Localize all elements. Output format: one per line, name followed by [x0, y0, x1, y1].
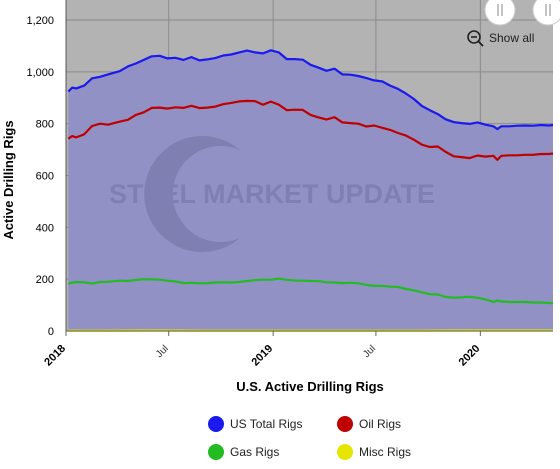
legend-label: Oil Rigs: [359, 417, 401, 431]
legend-item-us-total-rigs[interactable]: US Total Rigs: [208, 416, 302, 432]
legend-item-oil-rigs[interactable]: Oil Rigs: [337, 416, 401, 432]
x-tick-label: Jul: [154, 343, 171, 360]
legend-label: US Total Rigs: [230, 417, 302, 431]
legend-item-gas-rigs[interactable]: Gas Rigs: [208, 444, 279, 460]
y-axis-title: Active Drilling Rigs: [1, 120, 16, 239]
legend-item-misc-rigs[interactable]: Misc Rigs: [337, 444, 411, 460]
legend-label: Misc Rigs: [359, 445, 411, 459]
show-all-button[interactable]: Show all: [462, 26, 544, 50]
legend-swatch: [337, 444, 353, 460]
legend-swatch: [208, 416, 224, 432]
x-tick-label: Jul: [361, 343, 378, 360]
y-tick-label: 800: [36, 119, 54, 131]
y-tick-label: 1,200: [26, 15, 54, 27]
show-all-label: Show all: [489, 31, 534, 45]
legend-swatch: [208, 444, 224, 460]
legend-swatch: [337, 416, 353, 432]
x-axis-title: U.S. Active Drilling Rigs: [236, 379, 384, 394]
watermark-text: STEEL MARKET UPDATE: [109, 179, 435, 209]
y-tick-label: 0: [48, 326, 54, 338]
x-tick-label: 2019: [249, 343, 275, 369]
handle-circle[interactable]: [485, 0, 515, 25]
navigator-handle-left[interactable]: [485, 0, 515, 25]
y-tick-label: 400: [36, 222, 54, 234]
y-tick-label: 1,000: [26, 67, 54, 79]
legend-label: Gas Rigs: [230, 445, 279, 459]
x-tick-label: 2020: [457, 343, 483, 369]
x-tick-label: 2018: [42, 343, 68, 369]
y-tick-label: 200: [36, 274, 54, 286]
y-tick-label: 600: [36, 171, 54, 183]
